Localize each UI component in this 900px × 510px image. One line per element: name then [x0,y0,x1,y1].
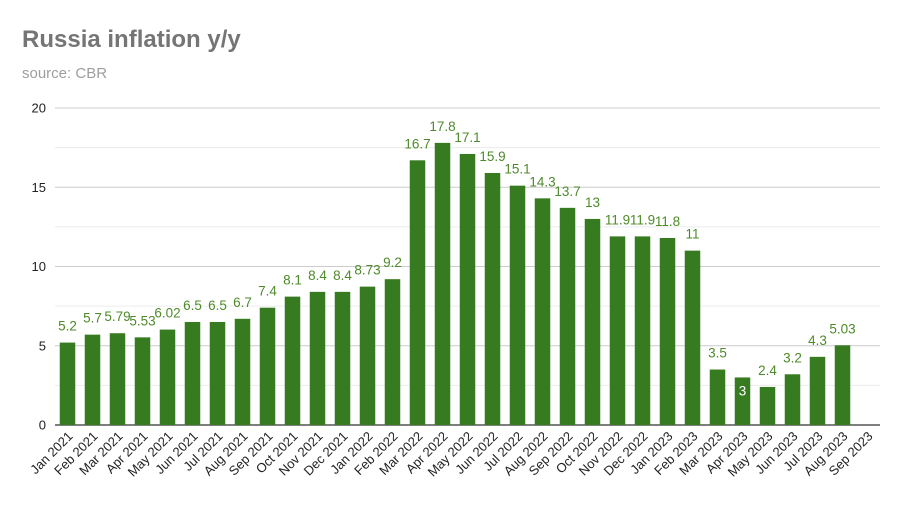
data-label: 3.2 [783,350,802,365]
data-label: 8.4 [308,268,327,283]
bar [159,329,176,425]
bar [634,236,651,425]
bar [234,318,251,425]
bar [759,386,776,425]
chart-subtitle: source: CBR [22,65,108,82]
data-label: 7.4 [258,284,277,299]
bar [59,342,76,425]
bar [409,160,426,425]
data-label: 5.2 [58,319,77,334]
data-label: 5.79 [104,309,130,324]
bar [734,377,751,425]
data-label: 9.2 [383,255,402,270]
bar [709,369,726,425]
data-label: 15.9 [479,149,505,164]
data-label: 8.4 [333,268,352,283]
bar [559,207,576,425]
y-axis: 0 5 10 15 20 [32,101,46,433]
bar [484,172,501,425]
data-label: 5.03 [829,321,855,336]
data-label: 11.9 [630,212,655,227]
data-label: 14.3 [529,174,555,189]
bar [584,218,601,425]
bar [184,321,201,425]
y-tick-label: 0 [39,418,46,433]
data-label: 6.7 [233,295,252,310]
bar [459,153,476,425]
bar [209,321,226,425]
data-label: 11.8 [655,214,680,229]
data-label: 8.1 [283,273,302,288]
bar [684,250,701,425]
data-labels: 5.25.7 5.795.536.026.5 6.5 6.77.48.1 8.4 8.4 8… [58,119,856,399]
data-label: 2.4 [758,363,777,378]
bar [809,356,826,425]
bar [309,291,326,425]
bar [109,333,126,425]
bar [384,279,401,425]
chart-title: Russia inflation y/y [22,26,241,53]
bar [784,374,801,425]
data-label: 8.73 [354,263,380,278]
data-label: 11 [685,227,699,242]
y-tick-label: 10 [32,259,46,274]
bar [609,236,626,425]
data-label: 6.02 [154,306,180,321]
bars [59,142,851,425]
data-label: 13 [585,195,600,210]
bar [334,291,351,425]
y-tick-label: 5 [39,338,46,353]
data-label: 17.8 [429,119,455,134]
data-label: 11.9 [605,212,630,227]
bar [509,185,526,425]
data-label: 5.53 [129,313,155,328]
y-tick-label: 15 [32,180,46,195]
bar [134,337,151,425]
data-label: 6.5 [183,298,202,313]
data-label: 6.5 [208,298,227,313]
data-label: 4.3 [808,333,827,348]
bar [284,296,301,425]
bar [359,286,376,425]
data-label: 13.7 [554,184,580,199]
bar [659,237,676,425]
data-label: 17.1 [454,130,480,145]
bar [534,198,551,425]
data-label: 16.7 [404,136,430,151]
bar [259,307,276,425]
bar [84,334,101,425]
data-label: 3 [739,383,747,398]
data-label: 15.1 [504,162,530,177]
bar [434,142,451,425]
data-label: 3.5 [708,346,727,361]
y-tick-label: 20 [32,101,46,116]
bar [834,345,851,425]
data-label: 5.7 [83,311,102,326]
